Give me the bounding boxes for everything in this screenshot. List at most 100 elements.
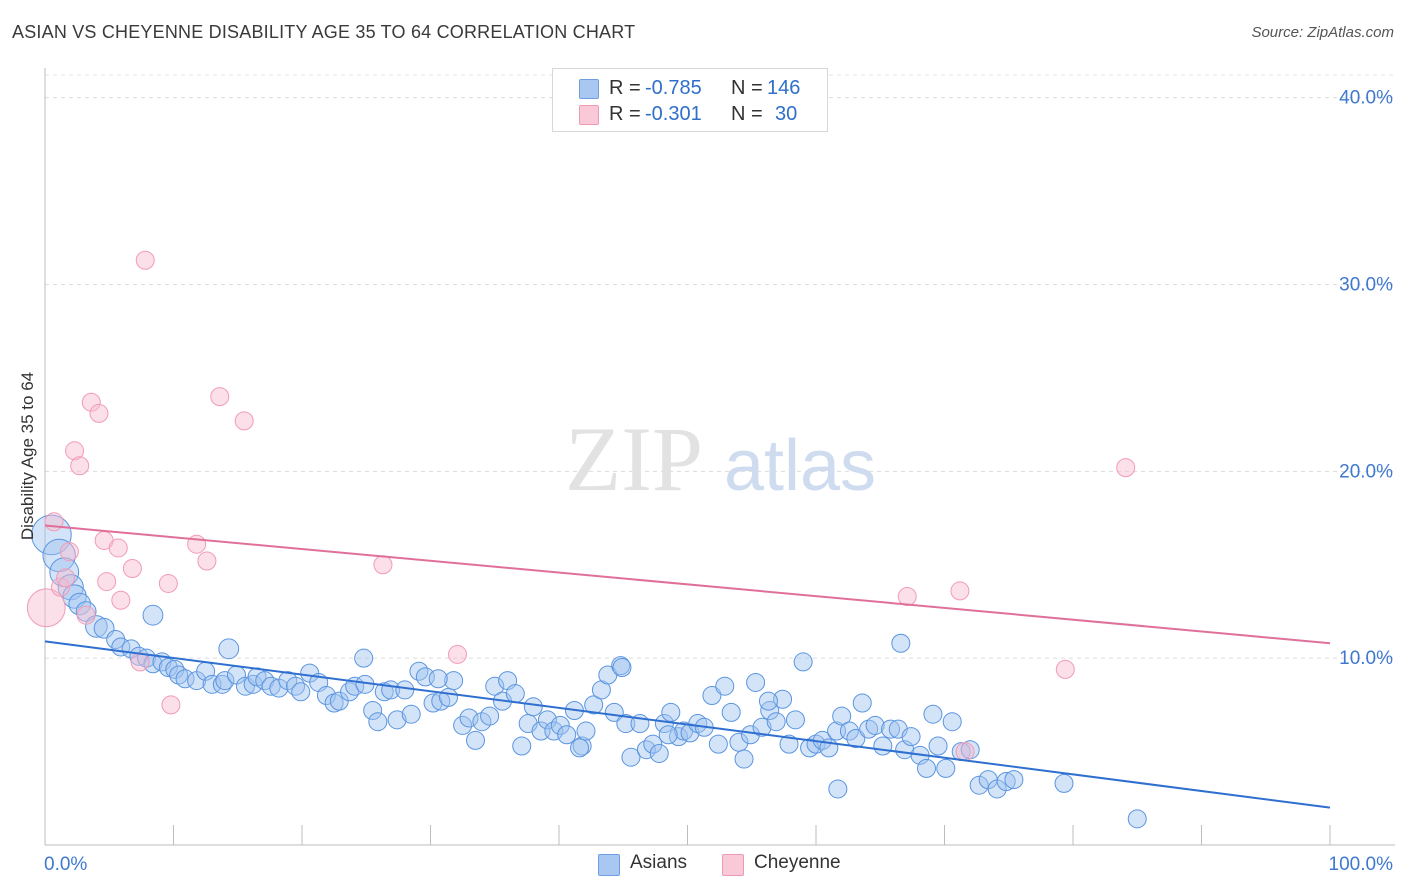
asians-point [374, 682, 394, 702]
cheyenne-point [97, 572, 117, 592]
asians-point [212, 674, 232, 694]
asians-point [218, 638, 240, 660]
cheyenne-point [135, 250, 155, 270]
asians-legend-swatch [598, 854, 620, 876]
asians-point [572, 736, 592, 756]
y-tick-label: 40.0% [1339, 88, 1393, 109]
asians-point [85, 615, 108, 638]
asians-point [828, 779, 848, 799]
asians-point [865, 715, 885, 735]
axes [44, 68, 1395, 846]
y-tick-label: 30.0% [1339, 275, 1393, 296]
asians-point [485, 676, 505, 696]
asians-point [901, 727, 921, 747]
asians-point [923, 704, 943, 724]
asians-point [616, 714, 636, 734]
y-axis-label: Disability Age 35 to 64 [18, 371, 37, 541]
asians-point [852, 693, 872, 713]
asians-point [969, 775, 989, 795]
cheyenne-point [373, 555, 393, 575]
asians-point [438, 687, 458, 707]
cheyenne-point [81, 392, 101, 412]
points [26, 250, 1147, 829]
cheyenne-point [65, 441, 85, 461]
asians-point [576, 721, 596, 741]
legend-label: Asians [630, 852, 688, 873]
asians-point [661, 702, 681, 722]
asians-point [688, 714, 708, 734]
asians-point [444, 671, 464, 691]
asians-point [846, 729, 866, 749]
cheyenne-point [161, 695, 181, 715]
asians-point [621, 747, 641, 767]
asians-trend-line [44, 640, 1331, 809]
asians-point [936, 758, 956, 778]
asians-point [363, 700, 383, 720]
n-label: N = [731, 103, 763, 125]
asians-point [832, 706, 852, 726]
stats-legend: R = -0.785 N = 146 R = -0.301 N = 30 [552, 68, 828, 132]
r-value: -0.785 [645, 77, 702, 99]
cheyenne-point [1055, 659, 1075, 679]
r-label: R = [609, 103, 641, 125]
n-value: 146 [767, 77, 801, 99]
grid [45, 74, 1395, 659]
x-tick-label-max: 100.0% [1329, 854, 1394, 875]
asians-point [604, 702, 624, 722]
asians-point [523, 697, 543, 717]
asians-point [395, 680, 415, 700]
asians-point [996, 771, 1016, 791]
asians-point [557, 725, 577, 745]
cheyenne-point [1116, 458, 1136, 478]
asians-point [839, 721, 859, 741]
asians-point [793, 652, 813, 672]
asians-point [261, 676, 281, 696]
asians-point [734, 749, 754, 769]
asians-point [702, 686, 722, 706]
cheyenne-point [447, 644, 467, 664]
series-legend: Asians Cheyenne [0, 852, 1406, 878]
asians-point [785, 710, 805, 730]
asians-swatch [579, 79, 599, 99]
asians-point [1127, 809, 1147, 829]
asians-point [316, 686, 336, 706]
asians-point [202, 674, 222, 694]
cheyenne-point [89, 403, 109, 423]
cheyenne-point [122, 558, 142, 578]
asians-point [612, 658, 632, 678]
r-label: R = [609, 77, 641, 99]
cheyenne-swatch [579, 105, 599, 125]
cheyenne-point [234, 411, 254, 431]
asians-point [1004, 770, 1024, 790]
cheyenne-point [44, 512, 64, 532]
cheyenne-point [26, 588, 66, 628]
stats-row-asians: R = -0.785 N = 146 [553, 75, 827, 101]
asians-point [746, 672, 766, 692]
asians-point [643, 734, 663, 754]
n-value: 30 [775, 103, 798, 125]
trend-lines [44, 524, 1331, 809]
cheyenne-point [50, 577, 70, 597]
y-tick-label: 10.0% [1339, 648, 1393, 669]
asians-point [584, 695, 604, 715]
legend-label: Cheyenne [754, 852, 841, 873]
cheyenne-legend-swatch [722, 854, 744, 876]
asians-point [291, 682, 311, 702]
asians-point [928, 736, 948, 756]
x-tick-label-min: 0.0% [44, 854, 87, 875]
y-tick-label: 20.0% [1339, 461, 1393, 482]
asians-point [480, 706, 500, 726]
asians-point [31, 514, 72, 556]
asians-point [286, 676, 306, 696]
cheyenne-point [955, 742, 975, 762]
cheyenne-point [210, 387, 230, 407]
asians-point [649, 743, 669, 763]
cheyenne-point [108, 538, 128, 558]
asians-point [1054, 773, 1074, 793]
asians-point [537, 710, 557, 730]
asians-point [465, 730, 485, 750]
stats-row-cheyenne: R = -0.301 N = 30 [553, 101, 827, 127]
asians-point [401, 704, 421, 724]
asians-point [142, 604, 164, 626]
